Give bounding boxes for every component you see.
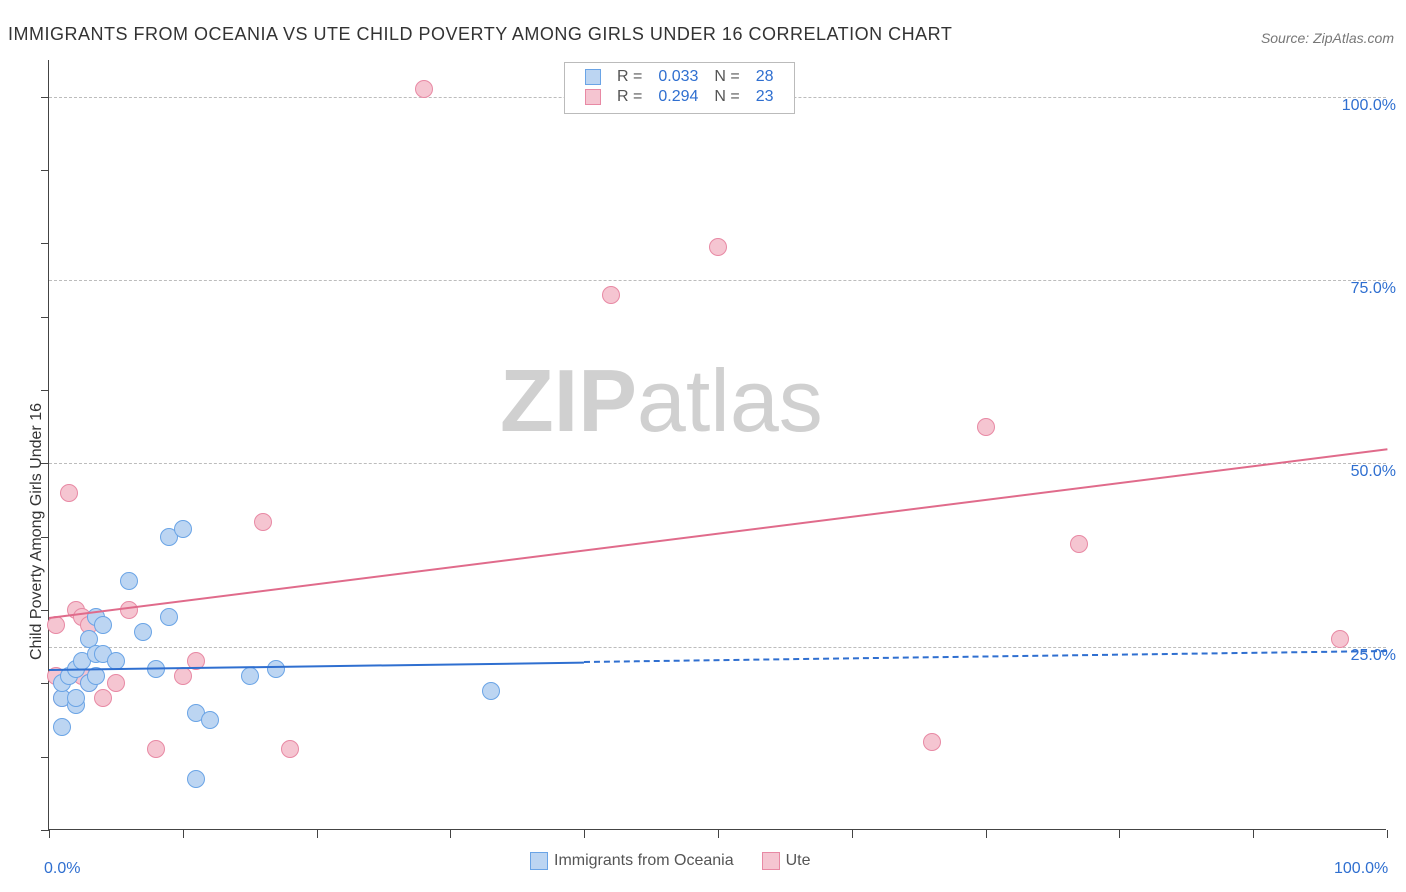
x-tick <box>183 830 184 838</box>
legend-swatch <box>530 852 548 870</box>
legend-cell <box>577 67 609 87</box>
series-pink-point <box>120 601 138 619</box>
series-pink-point <box>60 484 78 502</box>
y-tick <box>41 243 49 244</box>
y-tick <box>41 170 49 171</box>
y-tick <box>41 757 49 758</box>
x-tick <box>986 830 987 838</box>
legend-series: Immigrants from Oceania Ute <box>530 852 839 870</box>
y-tick <box>41 830 49 831</box>
series-pink-point <box>923 733 941 751</box>
x-tick-label-max: 100.0% <box>1334 860 1388 878</box>
gridline-y <box>49 280 1386 281</box>
series-pink-point <box>174 667 192 685</box>
chart-title: IMMIGRANTS FROM OCEANIA VS UTE CHILD POV… <box>8 24 952 45</box>
series-blue-point <box>94 616 112 634</box>
y-tick-label: 25.0% <box>1326 647 1396 665</box>
series-pink-point <box>1331 630 1349 648</box>
series-blue-point <box>174 520 192 538</box>
source-attribution: Source: ZipAtlas.com <box>1261 30 1394 46</box>
series-pink-point <box>602 286 620 304</box>
legend-cell: R = <box>609 67 650 87</box>
legend-cell <box>577 87 609 107</box>
series-blue-point <box>120 572 138 590</box>
trend-blue-solid <box>49 661 584 670</box>
legend-cell: N = <box>706 87 747 107</box>
series-blue-point <box>241 667 259 685</box>
y-tick-label: 75.0% <box>1326 280 1396 298</box>
trend-pink <box>49 449 1387 620</box>
legend-label: Immigrants from Oceania <box>554 852 734 869</box>
x-tick <box>1387 830 1388 838</box>
y-tick <box>41 390 49 391</box>
series-blue-point <box>267 660 285 678</box>
legend-cell: 28 <box>748 67 782 87</box>
series-pink-point <box>281 740 299 758</box>
x-tick <box>450 830 451 838</box>
x-tick <box>718 830 719 838</box>
series-blue-point <box>53 718 71 736</box>
legend-cell: 0.294 <box>650 87 706 107</box>
legend-swatch <box>585 69 601 85</box>
x-tick-label-min: 0.0% <box>44 860 80 878</box>
gridline-y <box>49 463 1386 464</box>
legend-stats: R =0.033N =28 R =0.294N =23 <box>564 62 795 114</box>
series-pink-point <box>1070 535 1088 553</box>
legend-swatch <box>762 852 780 870</box>
series-pink-point <box>94 689 112 707</box>
x-tick <box>1253 830 1254 838</box>
x-tick <box>852 830 853 838</box>
legend-cell: N = <box>706 67 747 87</box>
series-blue-point <box>201 711 219 729</box>
series-blue-point <box>67 689 85 707</box>
series-blue-point <box>134 623 152 641</box>
series-blue-point <box>160 608 178 626</box>
x-tick <box>584 830 585 838</box>
x-tick <box>1119 830 1120 838</box>
x-tick <box>49 830 50 838</box>
legend-cell: R = <box>609 87 650 107</box>
y-tick <box>41 683 49 684</box>
legend-cell: 0.033 <box>650 67 706 87</box>
y-tick <box>41 97 49 98</box>
series-pink-point <box>415 80 433 98</box>
x-tick <box>317 830 318 838</box>
series-pink-point <box>254 513 272 531</box>
series-blue-point <box>482 682 500 700</box>
plot-area <box>48 60 1386 830</box>
series-pink-point <box>977 418 995 436</box>
legend-label: Ute <box>786 852 811 869</box>
series-pink-point <box>107 674 125 692</box>
gridline-y <box>49 647 1386 648</box>
legend-swatch <box>585 89 601 105</box>
y-tick-label: 50.0% <box>1326 463 1396 481</box>
y-axis-title: Child Poverty Among Girls Under 16 <box>28 403 46 660</box>
series-pink-point <box>147 740 165 758</box>
series-blue-point <box>187 770 205 788</box>
legend-cell: 23 <box>748 87 782 107</box>
trend-blue-dashed <box>584 650 1387 663</box>
y-tick-label: 100.0% <box>1326 97 1396 115</box>
series-pink-point <box>709 238 727 256</box>
y-tick <box>41 317 49 318</box>
